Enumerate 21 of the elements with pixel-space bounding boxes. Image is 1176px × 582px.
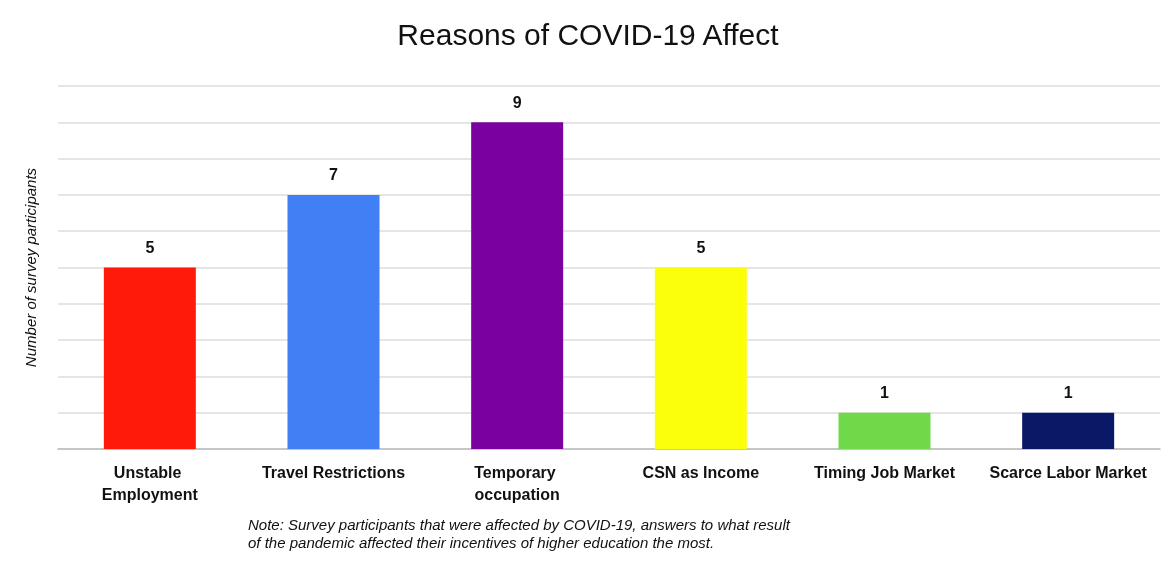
x-tick-label: Scarce Labor Market [989,463,1148,481]
y-axis-title: Number of survey participants [22,167,39,368]
bar [471,122,564,449]
bar [1022,412,1115,449]
data-label: 1 [880,384,890,402]
data-label: 9 [512,93,522,111]
bar [838,412,931,449]
bar [103,267,196,449]
bar [287,194,380,449]
x-tick-label: Unstable Employment [101,463,199,503]
data-label: 5 [145,239,155,256]
x-tick-label: CSN as Income [642,463,760,481]
text: Note: Survey participants that were affected by COVID-19, answers to what result of the pandemic affected their incentives of higher education the most. [248,515,795,551]
data-label: 7 [329,166,339,184]
bar [654,267,747,449]
chart-title: Reasons of COVID-19 Affect [397,17,780,51]
x-tick-label: Travel Restrictions [261,463,406,481]
x-tick-label: Timing Job Market [813,463,956,481]
data-label: 5 [696,239,706,256]
x-tick-label: Temporary occupation [474,463,561,503]
data-label: 1 [1063,384,1073,402]
